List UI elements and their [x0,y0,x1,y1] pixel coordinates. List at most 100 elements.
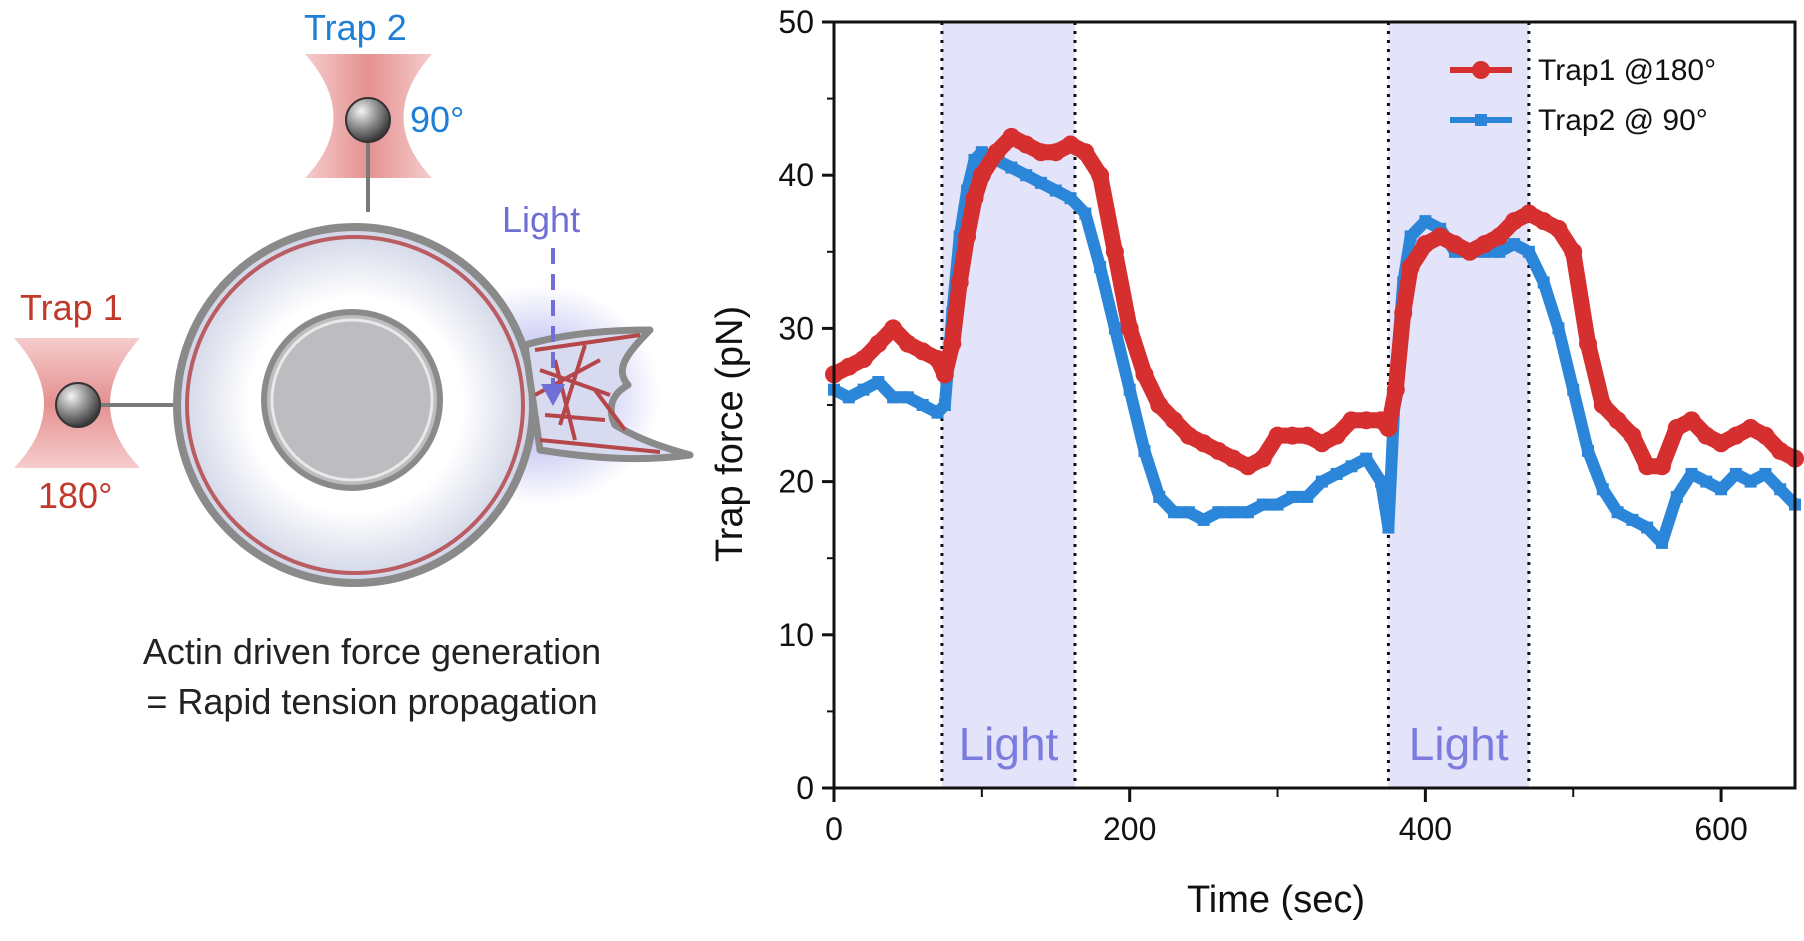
series-1-point [1091,166,1110,185]
series-2-point [1020,169,1033,182]
series-1-point [1298,426,1317,445]
series-1-point [1046,143,1065,162]
series-1-point [1726,426,1745,445]
series-2-point [1774,483,1787,496]
series-1-point [1623,426,1642,445]
series-1-point [1445,235,1464,254]
series-1-point [1076,143,1095,162]
series-2-point [1404,230,1417,243]
series-1-point [1224,449,1243,468]
series-1-point [1135,365,1154,384]
series-2-point [1182,506,1195,519]
series-2-point [1493,245,1506,258]
nucleus [261,309,443,491]
series-1-point [1712,434,1731,453]
series-2-point [1286,490,1299,503]
legend-label-2: Trap2 @ 90° [1538,104,1708,137]
series-1-point [1534,212,1553,231]
chart: Light Light 0 10 20 30 40 50 0 200 400 600 Time (s… [709,4,1804,921]
series-1-point [1150,396,1169,414]
series-1-point [1179,426,1198,445]
series-1-point [1460,242,1479,261]
series-1-point [1652,457,1671,476]
series-1-point [1505,212,1524,231]
series-1-point [1490,227,1509,246]
series-1-point [1431,227,1450,246]
series-2-point [1655,536,1668,549]
series-2-point [1034,176,1047,189]
x-axis-title: Time (sec) [1187,879,1365,921]
series-2-point [1138,444,1151,457]
cell-cortex [185,235,525,575]
series-2-point [1153,490,1166,503]
series-2-point [1168,506,1181,519]
light-band-label-1: Light [959,718,1059,770]
series-2-point [887,391,900,404]
series-1-point [1475,235,1494,254]
series-2-point [1537,276,1550,289]
series-2-point [1256,498,1269,511]
diagram-light-label: Light [502,199,580,240]
x-tick-label: 400 [1399,811,1452,847]
chart-ticks: 0 10 20 30 40 50 0 200 400 600 [778,4,1747,847]
series-2-point [872,376,885,389]
series-2-point [1064,192,1077,205]
series-1-point [1549,219,1568,238]
series-2-point [1079,207,1092,220]
series-2-point [842,391,855,404]
series-2-point [1227,506,1240,519]
series-2-point [1611,506,1624,519]
series-2-point [1419,215,1432,228]
series-2-point [1729,467,1742,480]
series-1-point [1283,426,1302,445]
series-1-point [913,342,932,361]
series-1-point [1268,426,1287,445]
series-2-point [1522,245,1535,258]
trap1-angle: 180° [38,475,112,516]
y-tick-label: 20 [778,464,814,500]
series-1-point [1017,135,1036,154]
series-1-point [1741,418,1760,437]
series-2-point [1315,475,1328,488]
series-2-point [975,146,988,159]
y-tick-label: 40 [778,157,814,193]
series-1-point [1564,242,1583,261]
y-axis-title: Trap force (pN) [709,306,751,562]
series-1-point [1379,418,1398,437]
series-2-point [1108,322,1121,335]
series-1-point [1194,434,1213,453]
series-1-point [1697,426,1716,445]
series-1-point [943,334,962,353]
series-1-point [898,334,917,353]
series-1-point [1120,319,1139,338]
series-1-point [987,143,1006,162]
series-2-point [1005,161,1018,174]
series-1-point [1386,380,1405,399]
series-lines [825,127,1804,549]
series-2-point [1212,506,1225,519]
trap1-label: Trap 1 [20,287,123,328]
y-tick-label: 50 [778,4,814,40]
series-2-point [1596,483,1609,496]
series-2-point [1508,238,1521,251]
series-1-point [1209,441,1228,460]
series-1-point [1002,127,1021,146]
series-1-point [1165,411,1184,430]
series-2-point [1375,475,1388,488]
series-1-point [1253,449,1272,468]
light-band-2 [1388,22,1529,788]
nucleus-inner-ring [270,318,434,482]
series-2-point [1382,521,1395,534]
y-tick-label: 10 [778,617,814,653]
series-1-point [869,334,888,353]
trap2-angle: 90° [410,99,464,140]
series-2-point [1360,452,1373,465]
series-1-point [1105,242,1124,261]
series-2-point [1301,490,1314,503]
series-1-point [965,189,984,208]
series-2-point [1685,467,1698,480]
series-2-point [1582,444,1595,457]
series-2-point [1271,498,1284,511]
series-2-point [938,399,951,411]
series-2-point [1700,475,1713,488]
